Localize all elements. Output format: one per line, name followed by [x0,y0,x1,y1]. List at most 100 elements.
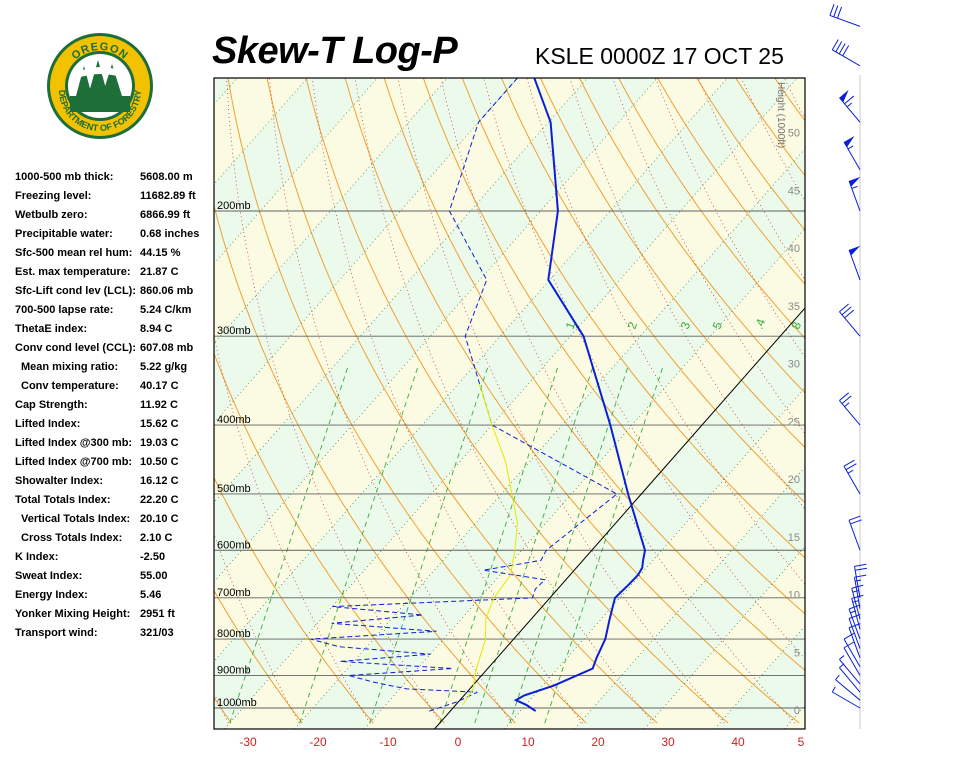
wind-barb-feather [838,43,846,55]
pressure-label: 200mb [217,200,251,212]
wind-barb-staff [843,465,861,495]
temperature-band [214,78,308,185]
height-tick-label: 40 [788,243,800,255]
sounding-line [310,78,618,712]
dry-adiabat [305,78,729,724]
index-row: Wetbulb zero: 6866.99 ft [15,206,210,225]
wind-barb-flag [839,89,849,103]
dry-adiabat [578,78,805,394]
wind-barb-feather [843,641,855,649]
pressure-label: 1000mb [217,697,257,709]
index-value: 55.00 [140,570,168,582]
x-tick-label: 10 [521,735,535,749]
index-row: Transport wind: 321/03 [15,624,210,643]
index-label: Sfc-Lift cond lev (LCL): [15,285,136,297]
index-label: 1000-500 mb thick: [15,171,114,183]
wind-barb-staff [853,577,861,609]
index-value: 40.17 C [140,380,179,392]
index-value: -2.50 [140,551,166,563]
freezing-isotherm [434,307,805,729]
wind-barb-half-feather [835,674,840,680]
dry-adiabat [618,78,805,340]
index-row: K Index: -2.50 [15,548,210,567]
moist-adiabat [226,78,442,724]
index-label: 700-500 lapse rate: [15,304,114,316]
index-label: Total Totals Index: [15,494,111,506]
temperature-band [0,78,97,729]
height-tick-label: 5 [794,647,800,659]
index-row: Mean mixing ratio: 5.22 g/kg [15,358,210,377]
index-label: Sweat Index: [15,570,83,582]
height-tick-label: 45 [788,185,800,197]
index-row: Sfc-500 mean rel hum: 44.15 % [15,244,210,263]
wind-barb [848,515,862,551]
wind-barb-staff [835,679,861,701]
index-value: 5.46 [140,589,162,601]
indices-panel: 1000-500 mb thick: 5608.00 m Freezing leve… [15,168,210,643]
wind-barb-feather [845,463,857,471]
moist-adiabat [50,0,158,723]
height-tick-label: 0 [794,705,800,717]
temperature-band [214,78,798,729]
dry-adiabat [539,78,805,449]
wind-barbs-panel [829,3,868,729]
isotherm [364,227,805,729]
wind-barb-staff [839,659,861,685]
index-row: Yonker Mixing Height: 2951 ft [15,605,210,624]
dry-adiabat [214,696,232,724]
wind-barb [839,89,861,123]
wind-barb [829,3,861,27]
index-label: ThetaE index: [15,323,88,335]
wind-barb-staff [851,588,861,620]
index-value: 0.68 inches [140,228,200,240]
index-row: Precipitable water: 0.68 inches [15,225,210,244]
isotherm [214,78,238,106]
pressure-label: 300mb [217,325,251,337]
wind-barb-staff [848,520,861,551]
wind-barb-feather [854,563,867,567]
index-value: 44.15 % [140,247,181,259]
index-row: Lifted Index @700 mb: 10.50 C [15,453,210,472]
wind-barb-feather [842,45,850,57]
dry-adiabat [214,589,303,724]
wind-barb-staff [848,627,861,658]
x-tick-label: 40 [731,735,745,749]
wind-barb-half-feather [851,185,858,189]
wind-barb [853,563,868,598]
wind-barb-half-feather [852,590,859,593]
wind-barb [848,245,861,281]
wind-barb-flag [844,136,855,148]
isotherm [0,78,27,729]
sounding-traces [310,78,647,712]
index-label: K Index: [15,551,59,563]
index-label: Lifted Index @300 mb: [15,437,133,449]
index-label: Precipitable water: [15,228,113,240]
wind-barb-feather [841,306,852,316]
wind-barb-half-feather [855,579,862,582]
wind-barb-staff [843,647,861,676]
index-value: 5.22 g/kg [140,361,188,373]
dry-adiabat [214,352,445,724]
sounding-line [513,78,647,712]
moist-adiabat [526,78,805,585]
isotherm [574,466,805,729]
index-value: 11.92 C [140,399,178,411]
wind-barb-staff [832,691,861,709]
height-axis-title: Height (1000ft) [775,82,786,148]
wind-barb [831,686,861,709]
wind-barb-staff [839,97,861,123]
wind-barb-flag [849,176,861,187]
x-tick-label: -20 [309,735,327,749]
moist-adiabat [655,78,805,358]
wind-barb-staff [853,566,861,598]
index-row: Conv temperature: 40.17 C [15,377,210,396]
wind-barb-feather [839,303,849,313]
index-label: Est. max temperature: [15,266,131,278]
isobar-lines: 200mb 300mb 400mb 500mb 600mb 700mb 800mb 900mb… [214,200,805,709]
height-tick-label: 50 [788,128,800,140]
wind-barb-half-feather [844,402,850,408]
wind-barb [835,674,861,701]
mixing-ratio-label: 3 [678,320,694,331]
wind-barb [848,176,861,212]
